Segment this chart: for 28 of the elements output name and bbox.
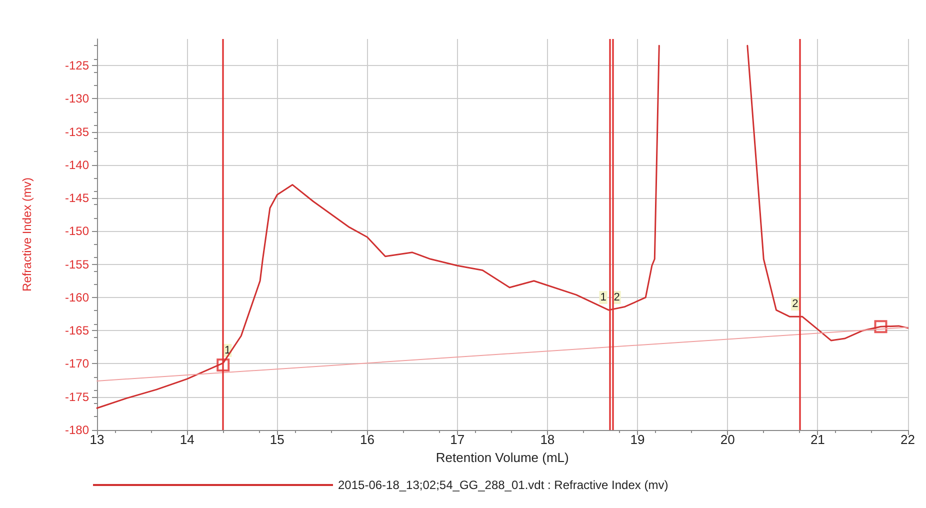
annotation: 2 <box>792 298 798 310</box>
annotation: 1 <box>600 291 606 304</box>
text: 2015-06-18_13;02;54_GG_288_01.vdt : Refractive Index (mv) <box>338 478 668 492</box>
y-tick-label: -175 <box>64 390 90 404</box>
x-tick-label: 21 <box>810 432 825 447</box>
annotation: 2 <box>614 291 620 304</box>
y-tick-label: -125 <box>64 58 90 73</box>
y-axis-title: Refractive Index (mv) <box>20 177 34 292</box>
y-tick-label: -140 <box>64 158 90 172</box>
y-tick-label: -165 <box>64 324 90 338</box>
x-tick-label: 18 <box>540 432 555 447</box>
y-tick-label: -180 <box>64 423 90 437</box>
x-tick-label: 14 <box>180 432 194 447</box>
y-tick-label: -150 <box>64 224 90 238</box>
x-tick-label: 16 <box>360 432 374 447</box>
y-tick-label: -155 <box>64 257 90 272</box>
y-tick-label: -170 <box>64 356 90 371</box>
y-tick-label: -130 <box>64 92 90 106</box>
x-tick-label: 15 <box>270 432 284 447</box>
y-tick-label: -160 <box>64 290 90 304</box>
y-tick-label: -145 <box>64 191 90 206</box>
x-tick-label: 13 <box>90 432 104 447</box>
y-tick-label: -135 <box>64 124 90 139</box>
x-tick-label: 22 <box>900 432 916 447</box>
x-tick-label: 17 <box>450 432 465 447</box>
x-tick-label: 20 <box>720 432 735 447</box>
x-tick-label: 19 <box>630 432 645 447</box>
x-axis-title: Retention Volume (mL) <box>436 450 569 465</box>
